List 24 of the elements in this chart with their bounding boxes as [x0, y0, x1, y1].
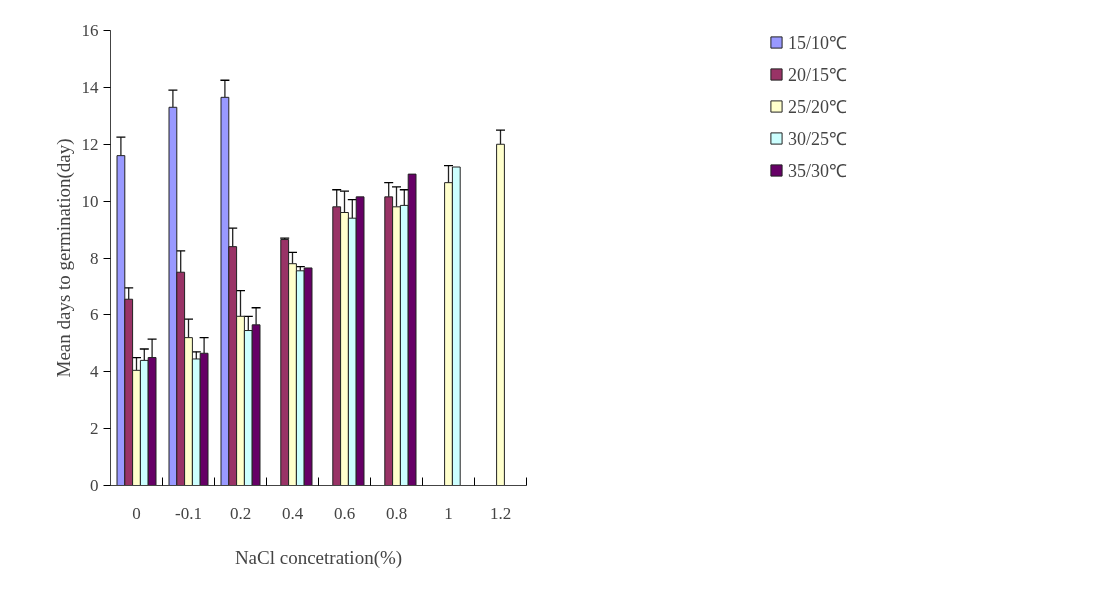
y-tick-label: 0 [90, 476, 99, 495]
y-tick-label: 8 [90, 248, 99, 268]
legend-label: 15/10℃ [787, 32, 848, 54]
y-tick-label: 6 [90, 305, 99, 325]
y-tick-label: 10 [81, 191, 99, 211]
x-tick-label: 0.2 [229, 503, 252, 523]
legend-label: 35/30℃ [787, 160, 848, 182]
legend-label: 25/20℃ [787, 96, 848, 118]
y-tick-label: 4 [90, 362, 99, 382]
y-tick-label: 16 [81, 21, 99, 40]
y-tick-label: 12 [81, 134, 99, 154]
x-tick-label: 0.4 [281, 503, 304, 523]
x-tick-label: -0.1 [175, 503, 202, 523]
y-tick-label: 14 [81, 77, 99, 97]
x-tick-label: 1 [444, 503, 453, 523]
legend-label: 20/15℃ [787, 64, 848, 86]
x-tick-label: 1.2 [489, 503, 512, 523]
legend-label: 30/25℃ [787, 128, 848, 150]
y-axis-title: Mean days to germination(day) [52, 138, 75, 378]
x-tick-label: 0 [132, 503, 141, 523]
y-tick-label: 2 [90, 419, 99, 439]
x-axis-title: NaCl concetration(%) [234, 546, 403, 569]
x-tick-label: 0.8 [385, 503, 408, 523]
x-tick-label: 0.6 [333, 503, 356, 523]
